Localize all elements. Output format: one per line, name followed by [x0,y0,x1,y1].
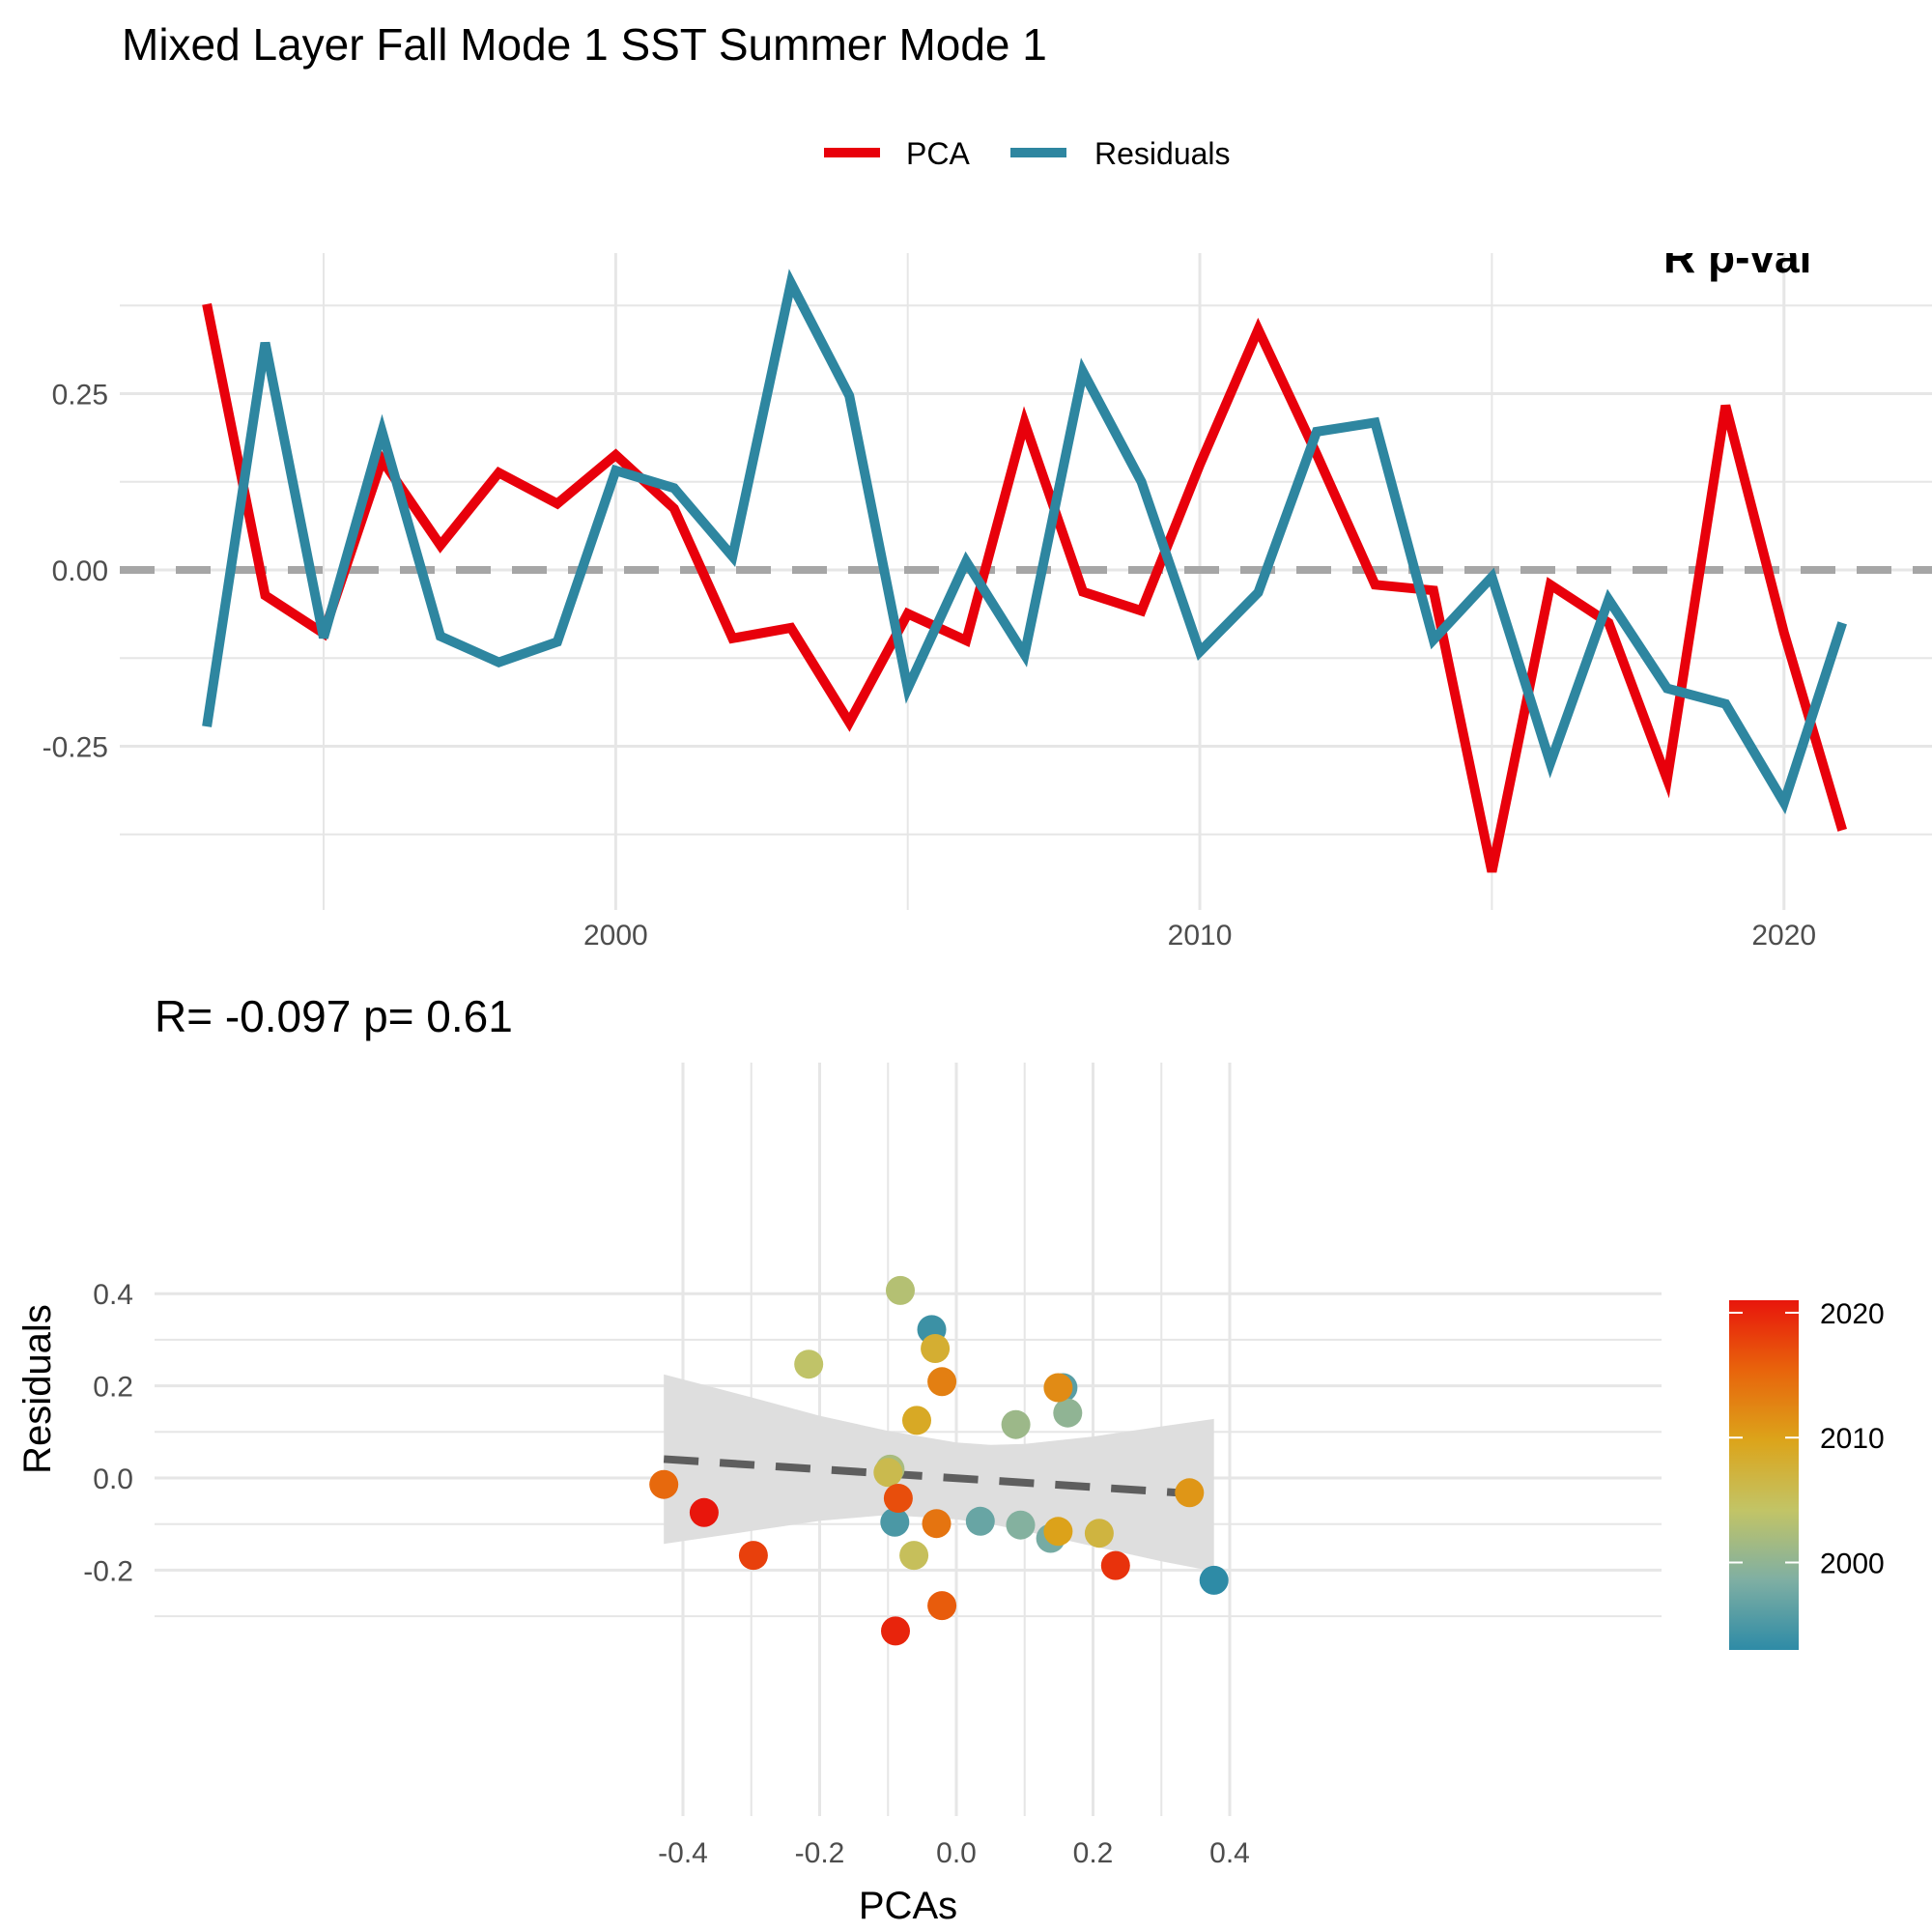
x-tick-label: 2000 [583,920,648,952]
y-tick-label: 0.4 [93,1279,133,1311]
legend-residuals-label: Residuals [1094,136,1231,171]
x-tick-label: -0.2 [795,1837,845,1869]
x-axis-label: PCAs [859,1885,957,1927]
scatter-point [899,1541,929,1571]
scatter-point [1043,1373,1073,1403]
scatter-point [873,1458,903,1488]
y-tick-label: 0.0 [93,1463,133,1495]
scatter-point [880,1507,910,1537]
scatter-point [738,1541,768,1571]
scatter-point [1175,1478,1205,1508]
pca-series-line [202,302,1847,873]
scatter-point [1199,1565,1229,1595]
scatter-point [1043,1517,1073,1547]
colorbar-tick-label: 2000 [1820,1548,1885,1580]
scatter-point [927,1367,957,1397]
scatter-point [1100,1550,1130,1580]
scatter-point [922,1509,952,1539]
scatter-point [1001,1409,1031,1439]
x-tick-label: 0.4 [1209,1837,1250,1869]
timeseries-x-ticks: 2000 2010 2020 [583,920,1816,952]
colorbar-ticks: 2000 2010 2020 [1729,1298,1885,1580]
x-tick-label: 0.2 [1073,1837,1114,1869]
timeseries-y-ticks: -0.25 0.00 0.25 [43,380,108,764]
scatter-point [1084,1519,1114,1548]
scatter-points [649,1275,1229,1646]
scatter-y-ticks: -0.2 0.0 0.2 0.4 [83,1279,133,1587]
scatter-subtitle: R= -0.097 p= 0.61 [155,991,513,1041]
scatter-point [927,1591,957,1621]
scatter-point [965,1506,995,1536]
residuals-series-line [202,269,1847,814]
scatter-point [649,1469,679,1499]
scatter-point [883,1484,913,1513]
colorbar: 2000 2010 2020 [1729,1298,1885,1650]
colorbar-tick-label: 2020 [1820,1298,1885,1330]
colorbar-tick-label: 2010 [1820,1423,1885,1455]
scatter-point [921,1334,951,1363]
scatter-panel: R= -0.097 p= 0.61 -0.2 0.0 0.2 0.4 -0.4 -0.2… [16,991,1662,1927]
regression-line [663,1455,1214,1499]
colorbar-gradient [1729,1300,1799,1650]
timeseries-panel: R p-val -0.25 0.00 0.25 2000 2010 2020 [43,232,1932,952]
corner-annotation: R p-val [1663,232,1811,282]
x-tick-label: -0.4 [658,1837,708,1869]
chart-title: Mixed Layer Fall Mode 1 SST Summer Mode … [122,19,1047,70]
legend-pca-label: PCA [906,136,970,171]
scatter-point [1006,1510,1036,1540]
x-tick-label: 0.0 [936,1837,977,1869]
y-tick-label: 0.00 [52,555,108,587]
confidence-band [664,1374,1214,1572]
timeseries-grid [120,253,1932,910]
scatter-x-ticks: -0.4 -0.2 0.0 0.2 0.4 [658,1837,1250,1869]
y-tick-label: 0.2 [93,1372,133,1404]
y-tick-label: -0.25 [43,732,108,764]
scatter-point [794,1350,824,1379]
scatter-point [881,1616,910,1646]
scatter-point [1053,1398,1083,1428]
legend: PCA Residuals [824,136,1231,171]
x-tick-label: 2020 [1751,920,1816,952]
scatter-point [902,1406,931,1435]
y-tick-label: -0.2 [83,1555,133,1587]
y-axis-label: Residuals [16,1304,59,1474]
scatter-point [689,1497,719,1527]
x-tick-label: 2010 [1168,920,1233,952]
scatter-point [886,1275,915,1305]
y-tick-label: 0.25 [52,380,108,412]
